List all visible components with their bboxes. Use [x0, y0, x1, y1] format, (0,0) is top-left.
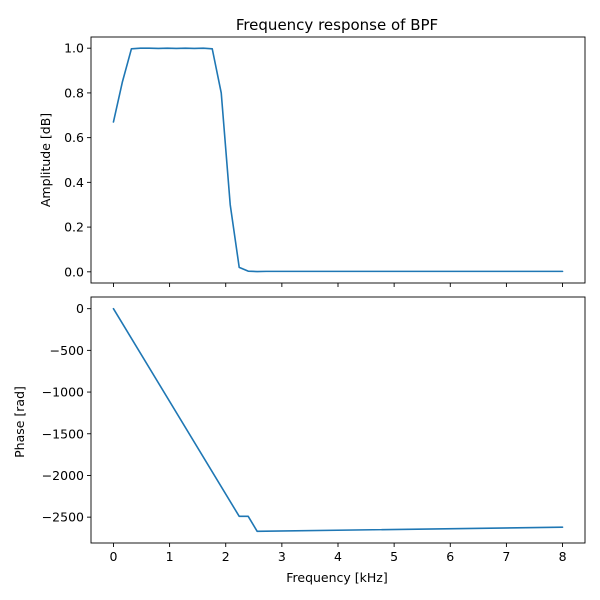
amplitude-y-tick-label: 0.6 — [64, 130, 84, 145]
amplitude-y-tick-label: 0.4 — [64, 175, 84, 190]
phase-y-tick-label: −1000 — [42, 385, 84, 400]
amplitude-y-tick-label: 0.0 — [64, 264, 84, 279]
phase-y-axis-label: Phase [rad] — [12, 386, 27, 458]
phase-x-tick-label: 7 — [502, 549, 510, 564]
phase-y-tick-label: −2500 — [42, 510, 84, 525]
phase-x-tick-label: 0 — [109, 549, 117, 564]
phase-y-tick-label: −2000 — [42, 468, 84, 483]
phase-x-tick-label: 1 — [166, 549, 174, 564]
amplitude-axes-frame — [90, 36, 586, 284]
phase-x-tick-label: 6 — [446, 549, 454, 564]
amplitude-y-tick-label: 0.2 — [64, 220, 84, 235]
phase-subplot: Phase [rad] Frequency [kHz] 0 1 2 3 4 5 6 7 8 0 −5… — [12, 296, 586, 585]
phase-x-tick-label: 4 — [334, 549, 342, 564]
amplitude-y-tick-label: 1.0 — [64, 41, 84, 56]
amplitude-y-axis-label: Amplitude [dB] — [38, 113, 53, 207]
phase-y-tick-label: −500 — [50, 343, 84, 358]
chart-title: Frequency response of BPF — [236, 16, 438, 34]
amplitude-ticks: 0.0 0.2 0.4 0.6 0.8 1.0 — [64, 41, 563, 287]
phase-x-tick-label: 2 — [222, 549, 230, 564]
phase-ticks: 0 1 2 3 4 5 6 7 8 0 −500 −1000 −1500 −2000 −2500 — [42, 301, 567, 564]
x-axis-label: Frequency [kHz] — [286, 570, 388, 585]
amplitude-series-line — [112, 47, 564, 273]
phase-axes-frame — [90, 296, 586, 544]
amplitude-subplot: Frequency response of BPF Amplitude [dB]… — [38, 16, 586, 287]
phase-y-tick-label: −1500 — [42, 426, 84, 441]
phase-y-tick-label: 0 — [76, 301, 84, 316]
amplitude-y-tick-label: 0.8 — [64, 85, 84, 100]
phase-x-tick-label: 5 — [390, 549, 398, 564]
phase-series-line — [112, 307, 564, 533]
phase-x-tick-label: 8 — [559, 549, 567, 564]
phase-x-tick-label: 3 — [278, 549, 286, 564]
